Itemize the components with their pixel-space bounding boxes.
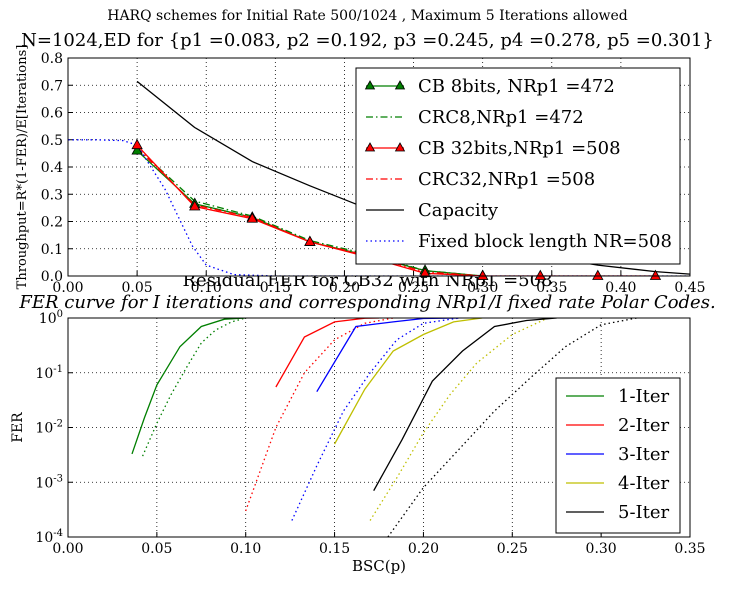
y-tick-label: 0.3 [41,187,63,203]
x-tick-label: 0.40 [605,280,636,296]
y-tick-label: 0.0 [41,269,63,285]
series-line-1-5 [291,318,460,521]
y-axis-label: Throughput=R*(1-FER)/E[Iterations] [15,45,30,290]
legend-marker [364,142,376,152]
x-tick-label: 0.20 [408,541,439,557]
series-line-1-7 [369,318,549,521]
x-tick-label: 0.20 [329,280,360,296]
y-tick-label: 0.5 [41,133,63,149]
chart-1: 0.00 0.05 0.10 0.15 0.20 0.25 0.30 0.35 100 10-1 1… [10,309,706,575]
data-point-0-2 [419,266,431,278]
x-tick-label: 0.05 [141,541,172,557]
data-point-0-0 [131,144,143,155]
legend-marker [364,80,376,90]
y-tick-label: 0.1 [41,242,63,258]
x-tick-label: 0.10 [191,280,222,296]
series-line-0-2 [136,144,656,276]
legend-marker [394,142,406,152]
y-tick-label: 10-1 [35,364,63,382]
y-tick-label: 0.6 [41,106,63,122]
y-tick-label: 10-2 [35,419,63,437]
x-axis-label: BSC(p) [352,557,406,575]
x-tick-label: 0.35 [536,280,567,296]
data-point-0-2 [131,138,143,150]
plot-frame-1 [67,317,691,538]
legend-marker [394,80,406,90]
data-point-0-2 [476,269,489,280]
x-tick-label: 0.25 [398,280,429,296]
data-point-0-2 [534,269,546,280]
series-line-0-5 [68,139,690,276]
legend-label: Capacity [418,200,499,221]
legend-box-1 [555,377,681,534]
data-point-0-2 [304,235,316,246]
x-tick-label: 0.30 [467,280,498,296]
data-point-0-2 [246,212,258,223]
x-tick-label: 0.05 [122,280,153,296]
series-line-1-0 [131,318,246,455]
y-axis-label: FER [10,412,26,443]
plot-frame-0 [67,57,691,277]
y-tick-label: 0.8 [41,51,63,67]
data-point-0-2 [592,269,604,280]
x-tick-label: 0.45 [674,280,705,296]
legend-label: 5-Iter [618,502,670,523]
series-line-1-3 [245,318,394,512]
y-tick-label: 0.2 [41,215,63,231]
legend-label: 4-Iter [618,473,670,494]
x-tick-label: 0.30 [586,541,617,557]
y-tick-label: 100 [39,309,63,327]
legend-label: CRC32,NRp1 =508 [418,169,595,190]
x-tick-label: 0.25 [497,541,528,557]
legend-box-0 [355,67,681,265]
legend-label: CB 8bits, NRp1 =472 [418,76,615,97]
bottom-chart-title-line2: FER curve for I iterations and correspon… [19,292,716,313]
data-point-0-2 [189,200,201,211]
legend-label: CB 32bits,NRp1 =508 [418,138,621,159]
x-tick-label: 0.35 [674,541,705,557]
series-line-1-6 [334,318,483,445]
x-tick-label: 0.10 [230,541,261,557]
legend-label: Fixed block length NR=508 [418,231,672,252]
series-line-1-8 [373,318,557,492]
top-chart-title-line2: N=1024,ED for {p1 =0.083, p2 =0.192, p3 … [21,30,714,51]
legend-label: 3-Iter [618,444,670,465]
legend-label: 2-Iter [618,415,670,436]
x-tick-label: 0.15 [260,280,291,296]
y-tick-label: 10-3 [35,473,63,491]
series-line-1-9 [387,318,637,537]
series-group-1 [131,318,637,537]
series-line-1-1 [142,318,246,457]
legend-label: CRC8,NRp1 =472 [418,107,584,128]
y-tick-label: 0.4 [41,160,63,176]
x-tick-label: 0.00 [52,541,83,557]
legend-label: 1-Iter [618,386,670,407]
data-point-0-2 [649,269,662,280]
top-chart-title-line1: HARQ schemes for Initial Rate 500/1024 ,… [107,8,628,24]
x-tick-label: 0.00 [52,280,83,296]
x-tick-label: 0.15 [319,541,350,557]
chart-0: 0.00 0.05 0.10 0.15 0.20 0.25 0.30 0.35 0.40 0.45… [15,45,706,296]
y-tick-label: 0.7 [41,78,63,94]
